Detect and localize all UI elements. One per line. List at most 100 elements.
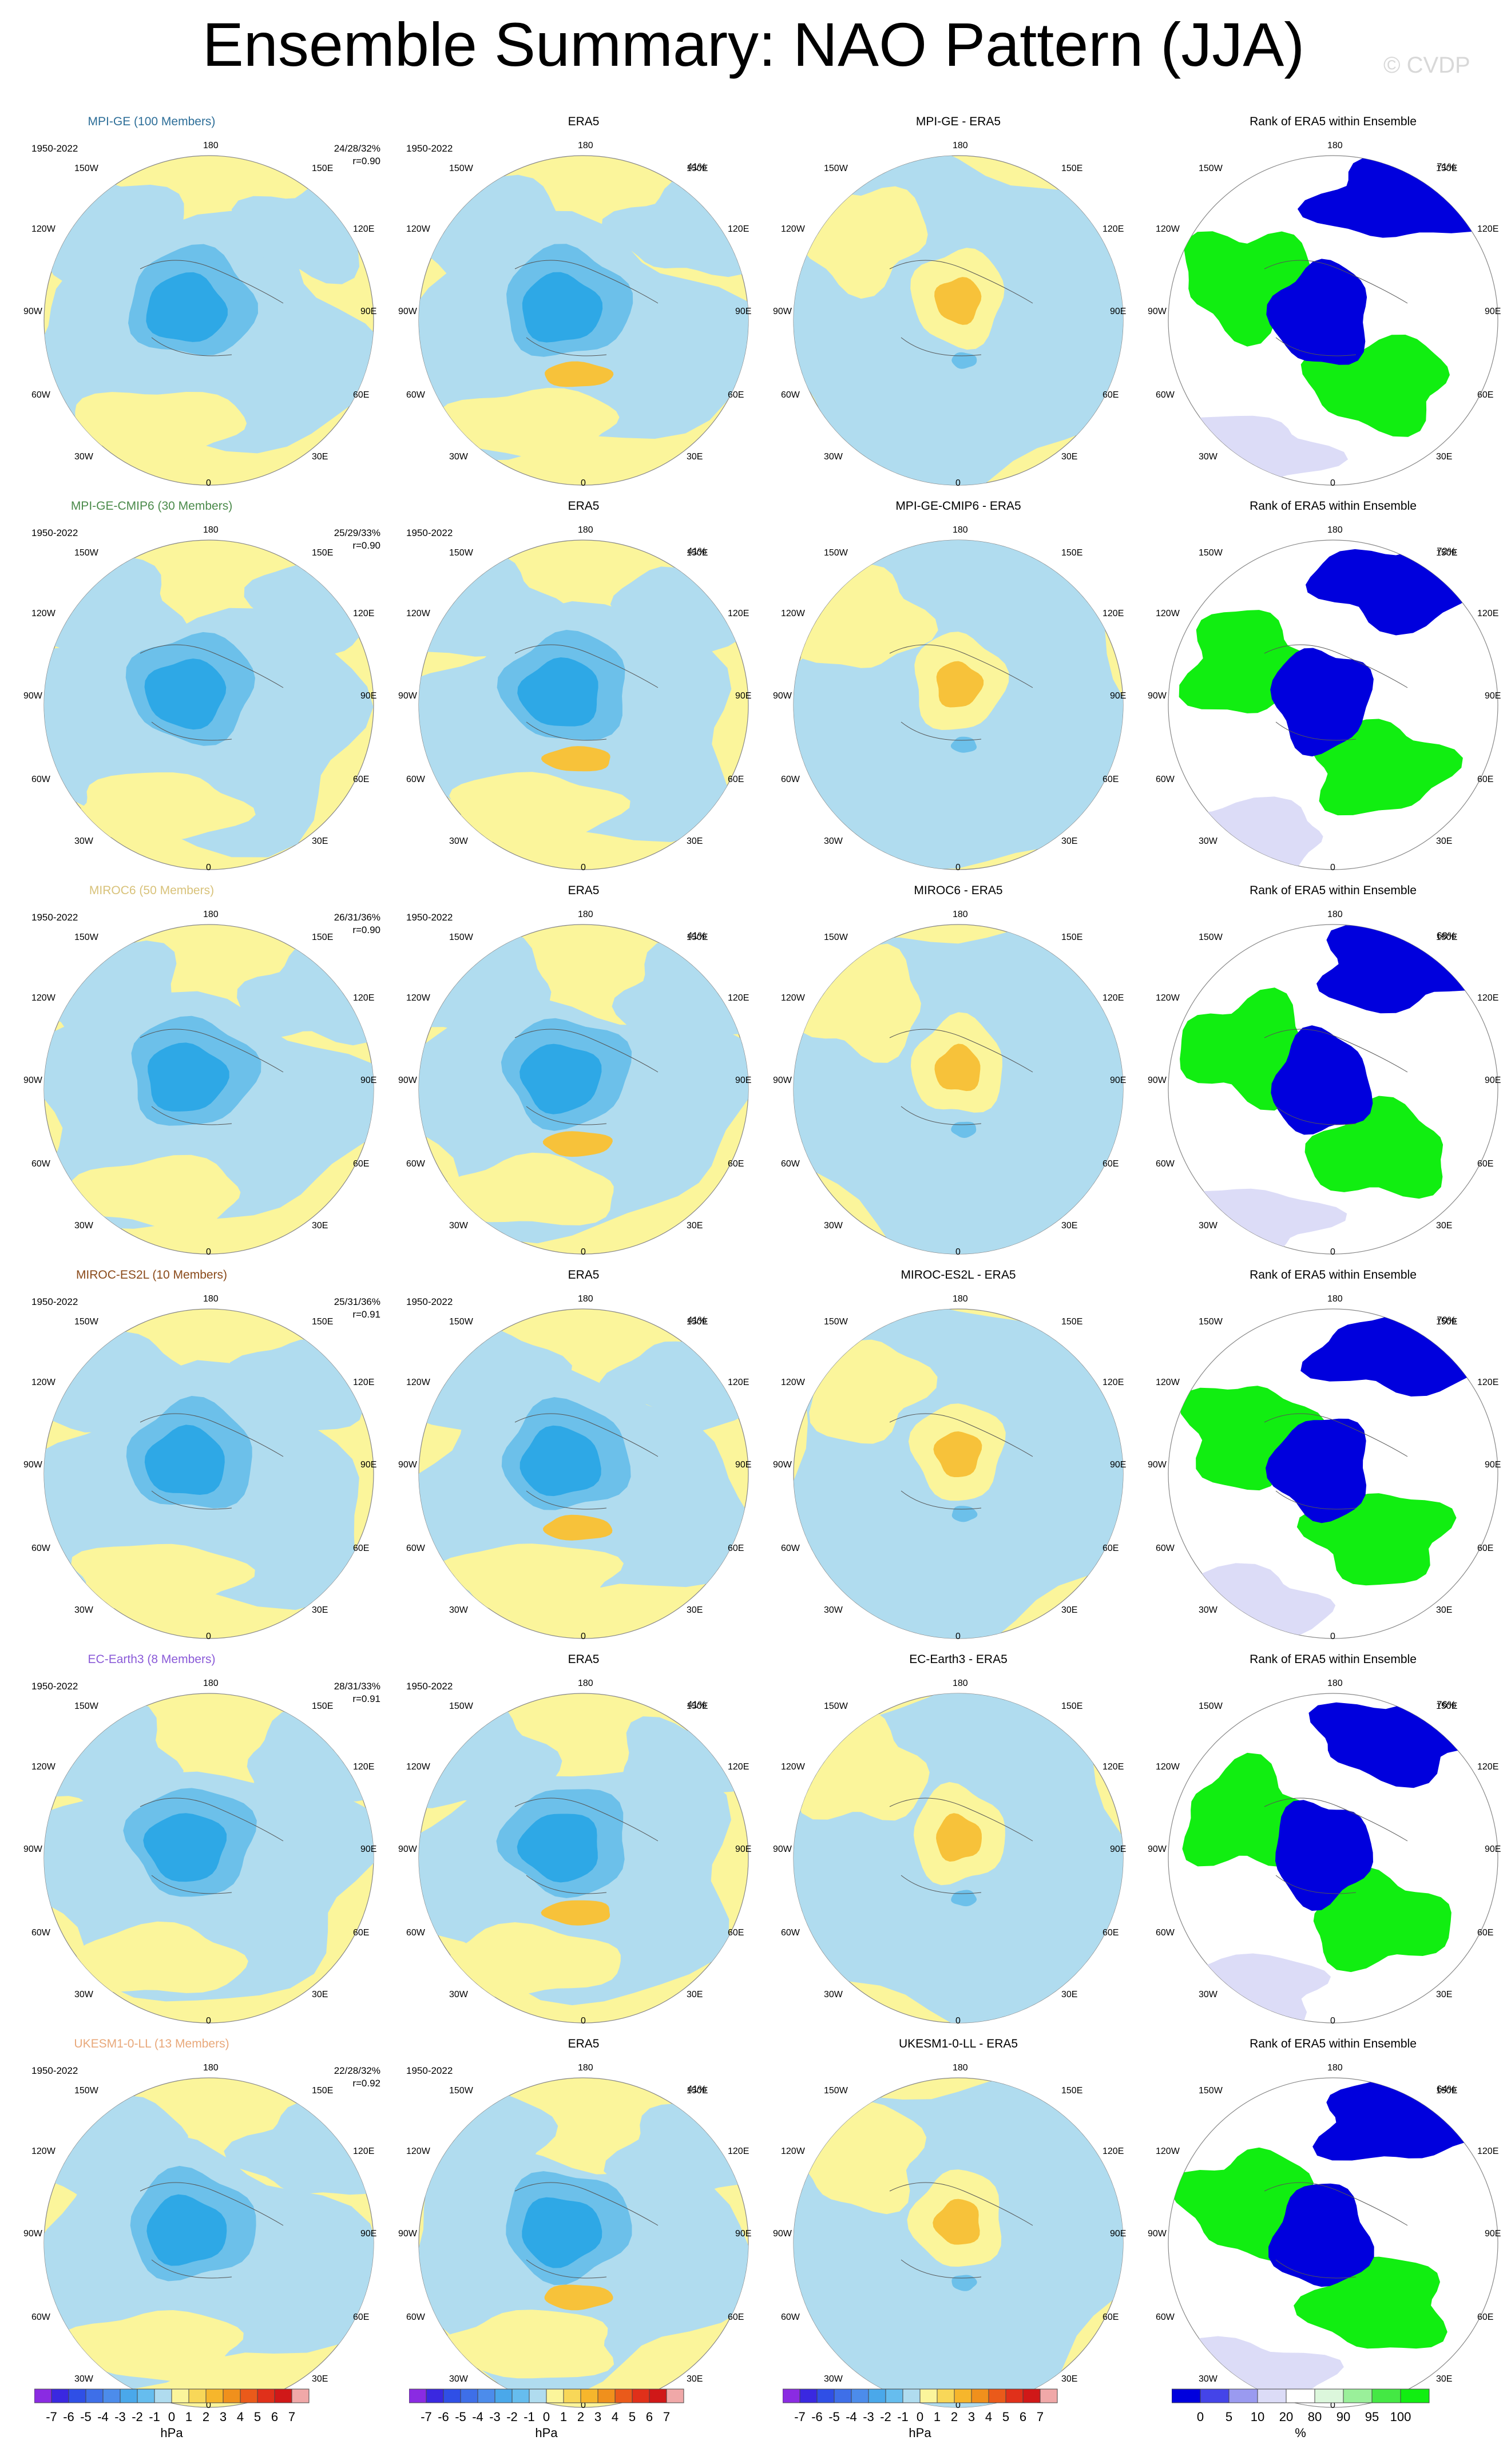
colorbar-unit-label: %	[1295, 2426, 1306, 2440]
lon-label-60w: 60W	[781, 1928, 800, 1938]
lon-label-60e: 60E	[1477, 775, 1494, 784]
lon-label-90e: 90E	[735, 1460, 752, 1470]
lon-label-60w: 60W	[406, 1928, 425, 1938]
colorbar-tick-label: -6	[63, 2410, 74, 2424]
polar-map	[418, 2077, 749, 2408]
lon-label-30e: 30E	[1061, 452, 1078, 462]
colorbar-swatch	[783, 2388, 800, 2403]
lon-label-150w: 150W	[824, 164, 848, 173]
map-panel-era: ERA5 1950-2022 41% 180 0 150W 120W 90W 60W 30W 150…	[398, 2037, 761, 2414]
lon-label-180: 180	[953, 910, 968, 919]
lon-label-150w: 150W	[449, 164, 473, 173]
lon-label-150e: 150E	[1061, 933, 1083, 942]
years-label: 1950-2022	[406, 1296, 453, 1307]
lon-label-120e: 120E	[1477, 224, 1499, 234]
map-panel-model: UKESM1-0-LL (13 Members) 1950-2022 22/28/3…	[23, 2037, 386, 2414]
polar-map	[1168, 2077, 1498, 2408]
map-panel-rank: Rank of ERA5 within Ensemble 76% 180 0 150W 1…	[1148, 1652, 1507, 2030]
colorbar-tick-label: -1	[149, 2410, 160, 2424]
pct-variance-label: 25/31/36%	[334, 1296, 380, 1307]
colorbar-tick-label: 5	[1225, 2410, 1233, 2424]
lon-label-120e: 120E	[728, 609, 749, 618]
pct-variance-label: 25/29/33%	[334, 527, 380, 538]
colorbar-tick-label: 90	[1336, 2410, 1351, 2424]
lon-label-180: 180	[578, 141, 593, 150]
colorbar-tick-label: -2	[132, 2410, 143, 2424]
lon-label-180: 180	[203, 141, 219, 150]
lon-label-150e: 150E	[687, 1701, 708, 1711]
lon-label-90w: 90W	[1148, 1076, 1167, 1085]
map-panel-model: MPI-GE (100 Members) 1950-2022 24/28/32% r=…	[23, 114, 386, 492]
colorbar-swatch	[494, 2388, 513, 2403]
lon-label-30w: 30W	[824, 2374, 843, 2384]
lon-label-30e: 30E	[312, 452, 328, 462]
colorbar-swatch	[291, 2388, 310, 2403]
lon-label-90e: 90E	[1110, 1076, 1127, 1085]
polar-map	[43, 1308, 374, 1639]
lon-label-150w: 150W	[74, 933, 98, 942]
lon-label-60w: 60W	[406, 390, 425, 400]
diff-title: MPI-GE - ERA5	[915, 115, 1001, 128]
lon-label-60w: 60W	[1156, 1544, 1175, 1553]
polar-map	[43, 155, 374, 486]
model-title: MPI-GE-CMIP6 (30 Members)	[70, 499, 233, 513]
colorbar-swatch	[971, 2388, 989, 2403]
years-label: 1950-2022	[31, 1681, 78, 1692]
lon-label-60e: 60E	[1103, 390, 1119, 400]
lon-label-30e: 30E	[687, 1990, 703, 1999]
lon-label-0: 0	[206, 478, 211, 488]
colorbar-swatch	[954, 2388, 972, 2403]
lon-label-150w: 150W	[824, 1701, 848, 1711]
lon-label-150e: 150E	[1436, 2086, 1458, 2096]
lon-label-60e: 60E	[1477, 1928, 1494, 1938]
pattern-correlation-label: r=0.91	[352, 1309, 380, 1320]
lon-label-30w: 30W	[74, 836, 93, 846]
lon-label-120w: 120W	[781, 1762, 805, 1772]
colorbar-tick-label: 3	[967, 2410, 975, 2424]
colorbar-swatch	[1005, 2388, 1024, 2403]
lon-label-90w: 90W	[398, 691, 417, 701]
lon-label-0: 0	[206, 1632, 211, 1641]
lon-label-0: 0	[1330, 2016, 1335, 2026]
colorbar-swatch	[426, 2388, 444, 2403]
lon-label-150e: 150E	[1061, 2086, 1083, 2096]
polar-map	[793, 924, 1124, 1255]
colorbar-tick-label: -5	[455, 2410, 466, 2424]
lon-label-30e: 30E	[312, 1990, 328, 1999]
colorbar-swatch	[240, 2388, 258, 2403]
colorbar-swatch	[988, 2388, 1006, 2403]
lon-label-150w: 150W	[1199, 548, 1223, 558]
colorbar-tick-label: 2	[577, 2410, 585, 2424]
lon-label-120e: 120E	[1477, 1762, 1499, 1772]
colorbar-swatch	[649, 2388, 667, 2403]
lon-label-60e: 60E	[728, 775, 744, 784]
colorbar-hpa-2: -7 -6 -5 -4 -3 -2 -1 0 1 2 3 4 5 6 7 hPa	[409, 2387, 695, 2444]
colorbar-swatch	[223, 2388, 241, 2403]
lon-label-90e: 90E	[360, 1460, 377, 1470]
colorbar-tick-label: 3	[219, 2410, 227, 2424]
lon-label-150e: 150E	[1061, 164, 1083, 173]
lon-label-0: 0	[955, 2400, 961, 2410]
lon-label-30w: 30W	[1199, 1221, 1218, 1231]
lon-label-150w: 150W	[449, 1317, 473, 1327]
lon-label-150e: 150E	[312, 548, 334, 558]
colorbar-swatch	[834, 2388, 852, 2403]
lon-label-90e: 90E	[1485, 2229, 1501, 2239]
lon-label-30w: 30W	[74, 2374, 93, 2384]
lon-label-90e: 90E	[735, 1844, 752, 1854]
diff-title: EC-Earth3 - ERA5	[909, 1653, 1008, 1666]
polar-map	[1168, 539, 1498, 870]
polar-map	[1168, 1693, 1498, 2023]
colorbar-swatch	[937, 2388, 955, 2403]
lon-label-60w: 60W	[406, 1544, 425, 1553]
lon-label-0: 0	[955, 863, 961, 872]
polar-map	[418, 539, 749, 870]
rank-title: Rank of ERA5 within Ensemble	[1250, 2037, 1417, 2050]
lon-label-120e: 120E	[1477, 993, 1499, 1003]
lon-label-30w: 30W	[74, 1221, 93, 1231]
map-panel-rank: Rank of ERA5 within Ensemble 68% 180 0 150W 1…	[1148, 883, 1507, 1261]
lon-label-150e: 150E	[687, 164, 708, 173]
lon-label-90e: 90E	[1110, 691, 1127, 701]
colorbar-tick-label: 20	[1279, 2410, 1294, 2424]
model-title: EC-Earth3 (8 Members)	[88, 1653, 216, 1666]
